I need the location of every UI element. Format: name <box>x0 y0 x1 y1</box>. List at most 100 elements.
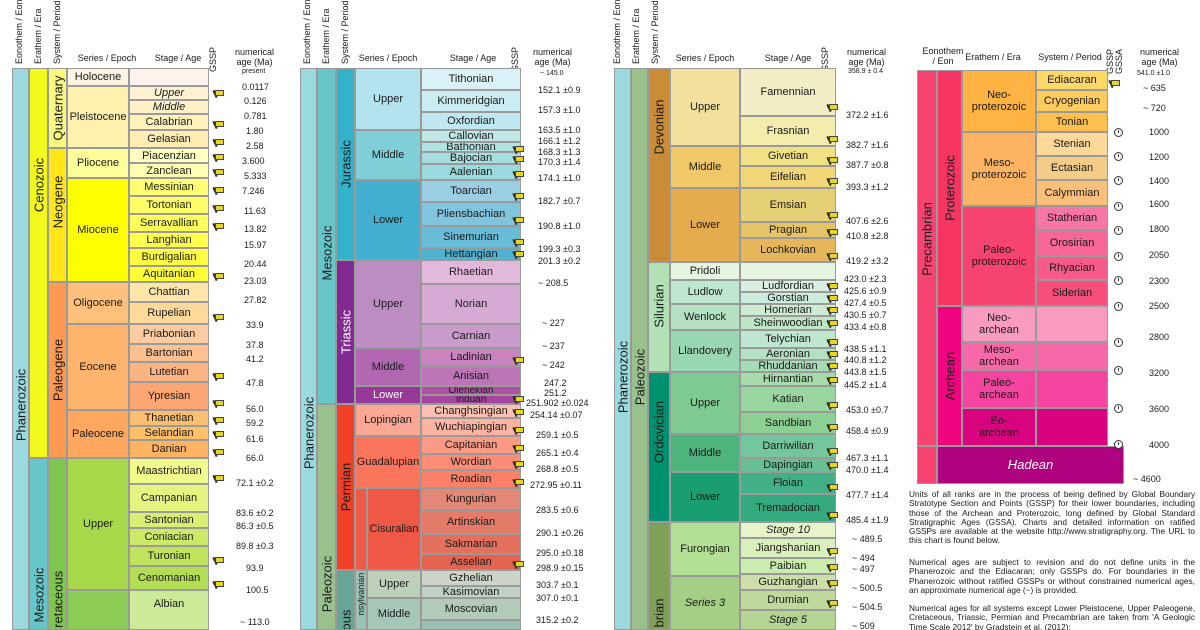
stage-10: Stage 10 <box>740 522 836 538</box>
stage-dapingian: Dapingian <box>740 458 836 472</box>
gssp-icon <box>214 557 224 565</box>
age-label: ~ 237 <box>542 341 565 351</box>
note-numerical-ages: Numerical ages are subject to revision a… <box>909 557 1195 595</box>
epoch-middle-triassic: Middle <box>355 348 421 386</box>
eon-hadean: Hadean <box>937 446 1124 484</box>
age-label: 1.80 <box>246 126 264 136</box>
stage-gelasian: Gelasian <box>129 130 209 148</box>
age-label: 265.1 ±0.4 <box>536 448 579 458</box>
age-label: 440.8 ±1.2 <box>844 355 887 365</box>
stage-kimmeridgian: Kimmeridgian <box>421 90 521 112</box>
era-paleozoic: Paleozoic <box>631 68 648 630</box>
stage-chattian: Chattian <box>129 282 209 302</box>
note-sources: Numerical ages for all systems except Lo… <box>909 603 1195 630</box>
eon-archean: Archean <box>937 306 962 446</box>
age-label: 86.3 ±0.5 <box>236 521 274 531</box>
stage-bartonian: Bartonian <box>129 344 209 362</box>
panel-cenozoic-cretaceous: Eonothem / Eon Erathem / Era System / Pe… <box>0 0 290 630</box>
stage-ladinian: Ladinian <box>421 348 521 366</box>
age-label: 470.0 ±1.4 <box>846 465 889 475</box>
epoch-furongian: Furongian <box>670 522 740 576</box>
age-label: 283.5 ±0.6 <box>536 505 579 515</box>
gssp-icon <box>828 448 838 456</box>
gssp-icon <box>514 409 524 417</box>
age-label: ~ 145.0 <box>540 70 564 77</box>
age-label: 13.82 <box>244 224 267 234</box>
gssa-clock-icon <box>1114 366 1123 375</box>
gssa-clock-icon <box>1114 152 1123 161</box>
stage-capitanian: Capitanian <box>421 436 521 454</box>
stage-calabrian: Calabrian <box>129 114 209 130</box>
header-gssa: GSSA <box>1114 48 1124 74</box>
age-label: 1600 <box>1149 199 1170 209</box>
gssp-icon <box>514 193 524 201</box>
gssp-icon <box>514 561 524 569</box>
period-ordovician: Ordovician <box>648 372 670 522</box>
epoch-ludlow: Ludlow <box>670 280 740 304</box>
period-carboniferous: ous <box>336 570 355 630</box>
gssp-icon <box>828 295 838 303</box>
gssp-icon <box>828 377 838 385</box>
age-label: 72.1 ±0.2 <box>236 478 274 488</box>
stage-thanetian: Thanetian <box>129 410 209 426</box>
stage-sinemurian: Sinemurian <box>421 226 521 248</box>
gssp-icon <box>828 351 838 359</box>
stage-changhsingian: Changhsingian <box>421 404 521 418</box>
stage-floian: Floian <box>740 472 836 494</box>
age-label: 157.3 ±1.0 <box>538 105 581 115</box>
gssp-icon <box>1110 80 1120 88</box>
age-label: 27.82 <box>244 295 267 305</box>
gssa-clock-icon <box>1114 226 1123 235</box>
epoch-lopingian: Lopingian <box>355 404 421 436</box>
stage-santonian: Santonian <box>129 512 209 528</box>
stage-middle-pleistocene: Middle <box>129 100 209 114</box>
age-label: 66.0 <box>246 453 264 463</box>
age-label: ~ 720 <box>1143 103 1166 113</box>
age-label: 2500 <box>1149 301 1170 311</box>
age-label: ~ 208.5 <box>538 278 569 288</box>
period-calymmian: Calymmian <box>1036 180 1108 206</box>
period-stenian: Stenian <box>1036 132 1108 156</box>
gssp-icon <box>828 320 838 328</box>
epoch-lower-jurassic: Lower <box>355 180 421 260</box>
age-label: ~ 635 <box>1143 83 1166 93</box>
header-eonothem: Eonothem / Eon <box>612 0 622 64</box>
header-series: Series / Epoch <box>675 53 735 63</box>
age-label: 166.1 ±1.2 <box>538 136 581 146</box>
supereon-precambrian: Precambrian <box>917 70 937 446</box>
stage-gzhelian: Gzhelian <box>421 570 521 586</box>
epoch-cisuralian: Cisuralian <box>367 488 421 570</box>
age-label: 2300 <box>1149 276 1170 286</box>
gssp-icon <box>828 402 838 410</box>
age-label: 1800 <box>1149 224 1170 234</box>
age-label: 393.3 ±1.2 <box>846 182 889 192</box>
age-label: 541.0 ±1.0 <box>1137 70 1171 77</box>
age-label: ~ 227 <box>542 318 565 328</box>
header-gssp: GSSP <box>208 46 218 72</box>
stage-priabonian: Priabonian <box>129 324 209 344</box>
age-label: ~ 500.5 <box>852 583 883 593</box>
age-label: ~ 504.5 <box>852 602 883 612</box>
header-system: System / Period <box>650 0 660 64</box>
period-statherian: Statherian <box>1036 206 1108 230</box>
gssp-icon <box>514 171 524 179</box>
period-neogene: Neogene <box>48 148 67 282</box>
stage-piacenzian: Piacenzian <box>129 148 209 163</box>
age-label: 290.1 ±0.26 <box>536 528 584 538</box>
gssp-icon <box>828 512 838 520</box>
age-label: 307.0 ±0.1 <box>536 593 579 603</box>
era-mesozoic: Mesozoic <box>29 458 48 630</box>
gssp-icon <box>214 373 224 381</box>
gssp-icon <box>214 417 224 425</box>
epoch-oligocene: Oligocene <box>67 282 129 324</box>
age-label: 477.7 ±1.4 <box>846 490 889 500</box>
epoch-lower-ordovician: Lower <box>670 472 740 522</box>
stage-roadian: Roadian <box>421 470 521 488</box>
stage-messinian: Messinian <box>129 178 209 196</box>
age-label: 358.9 ± 0.4 <box>848 68 883 75</box>
hadean-left <box>917 446 937 484</box>
era-neoarchean: Neo- archean <box>962 306 1036 342</box>
stage-bathonian: Bathonian <box>421 142 521 152</box>
stage-hettangian: Hettangian <box>421 248 521 260</box>
gssa-clock-icon <box>1114 202 1123 211</box>
